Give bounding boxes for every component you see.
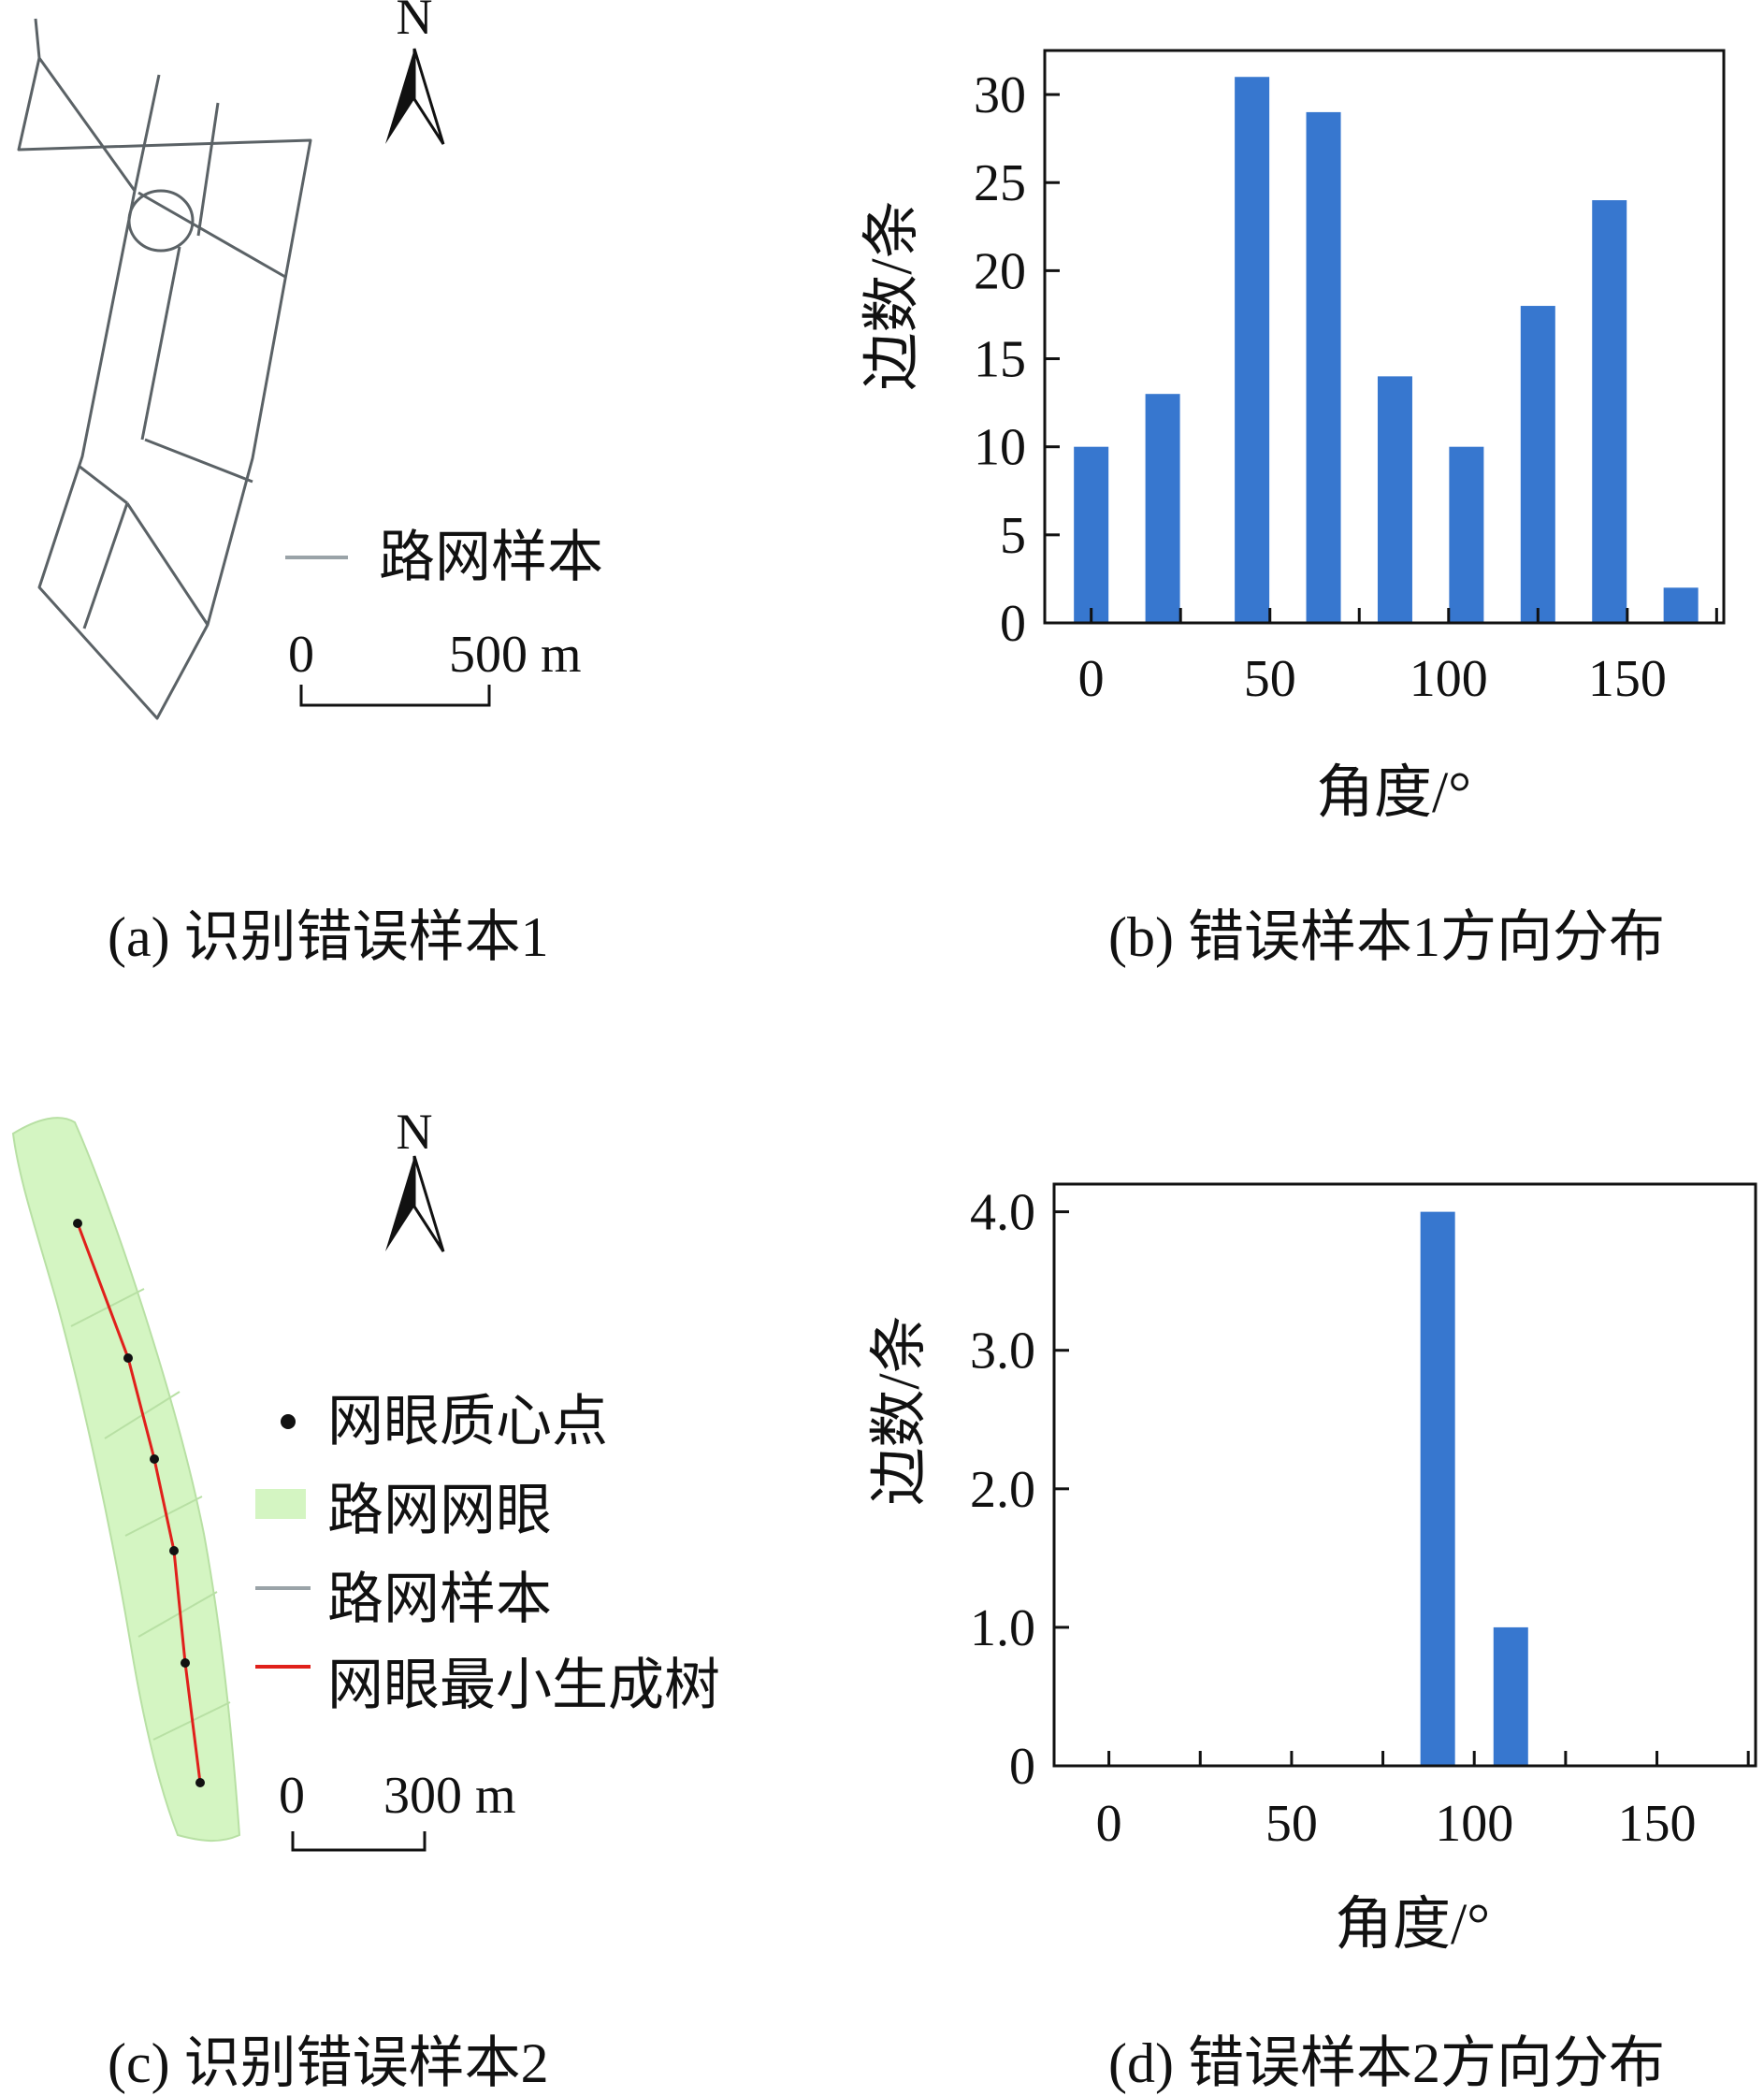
centroid-point [181, 1658, 190, 1668]
y-tick-label: 4.0 [970, 1184, 1035, 1242]
chart-b: 边数/条 角度/° (b) 错误样本1方向分布 0 50 100 150 0 5 10 15 2… [860, 49, 1726, 968]
caption-b: (b) 错误样本1方向分布 [1108, 906, 1665, 968]
y-tick-label: 15 [974, 331, 1026, 389]
y-tick-label: 3.0 [970, 1323, 1035, 1380]
bar [1449, 446, 1484, 623]
map-c: N 网眼质心点 路网网眼 路网样本 网眼最小生成树 0 300 m (c) 识别… [11, 1104, 720, 2094]
bar [1493, 1626, 1528, 1766]
bar [1520, 306, 1555, 623]
north-arrow-icon [385, 1156, 414, 1251]
legend-label: 网眼质心点 [327, 1391, 608, 1453]
ylabel-d-group: 边数/条 [868, 1315, 932, 1505]
x-tick-label: 50 [1244, 650, 1296, 708]
road-outline [17, 18, 312, 720]
scale-bar [299, 685, 491, 707]
plot-frame [1052, 1182, 1757, 1768]
bar [1074, 446, 1109, 623]
bar [1235, 77, 1270, 623]
y-tick-label: 0 [1009, 1738, 1035, 1796]
bar [1145, 394, 1180, 623]
x-tick-label: 100 [1410, 650, 1488, 708]
scale-bar [291, 1831, 427, 1852]
legend-swatch-box [255, 1489, 306, 1519]
legend-swatch-dot [281, 1414, 296, 1429]
y-tick-label: 30 [974, 66, 1026, 124]
north-label: N [397, 0, 433, 45]
y-tick-label: 20 [974, 242, 1026, 300]
centroid-point [123, 1353, 133, 1363]
ylabel-b-group: 边数/条 [860, 200, 924, 390]
roundabout [127, 189, 195, 253]
scale-start: 0 [279, 1767, 305, 1825]
road-segment [140, 246, 181, 441]
legend-label: 网眼最小生成树 [327, 1655, 720, 1716]
centroid-point [73, 1219, 82, 1228]
legend-a: 路网样本 [285, 527, 603, 588]
legend-label: 路网样本 [327, 1568, 552, 1630]
north-label: N [397, 1104, 433, 1160]
x-tick-label: 100 [1435, 1795, 1513, 1853]
north-arrow-a: N [385, 0, 445, 145]
y-axis-label: 边数/条 [868, 1315, 932, 1505]
y-axis-label: 边数/条 [860, 200, 924, 390]
bar [1306, 111, 1341, 623]
scale-bar-a: 0 500 m [288, 626, 582, 707]
x-tick-label: 0 [1078, 650, 1105, 708]
legend-c: 网眼质心点 路网网眼 路网样本 网眼最小生成树 [255, 1391, 720, 1716]
x-tick-label: 0 [1096, 1795, 1122, 1853]
centroid-point [150, 1454, 159, 1464]
road-segment [137, 191, 286, 279]
bar [1592, 200, 1627, 624]
x-axis-label: 角度/° [1316, 761, 1471, 825]
y-tick-label: 1.0 [970, 1599, 1035, 1657]
road-segment [133, 74, 161, 192]
north-arrow-icon [385, 49, 414, 144]
road-segment [78, 464, 128, 505]
scale-end: 500 m [449, 626, 582, 684]
legend-label: 路网样本 [379, 527, 603, 588]
y-tick-label: 25 [974, 154, 1026, 212]
y-tick-label: 0 [1000, 595, 1026, 653]
y-tick-label: 5 [1000, 507, 1026, 565]
road-mesh-polygon [11, 1117, 241, 1843]
x-tick-label: 150 [1618, 1795, 1697, 1853]
caption-c: (c) 识别错误样本2 [108, 2032, 549, 2094]
bar [1377, 376, 1412, 623]
road-segment [144, 438, 253, 484]
scale-bar-c: 0 300 m [279, 1767, 516, 1852]
scale-end: 300 m [383, 1767, 516, 1825]
plot-frame [1043, 49, 1726, 625]
caption-a: (a) 识别错误样本1 [108, 906, 549, 968]
centroid-point [195, 1778, 205, 1787]
legend-label: 路网网眼 [327, 1480, 552, 1541]
north-arrow-c: N [385, 1104, 445, 1252]
road-segment [125, 502, 210, 626]
map-a: N 路网样本 0 500 m (a) 识别错误样本1 [17, 0, 603, 968]
y-tick-label: 10 [974, 419, 1026, 477]
x-tick-label: 50 [1265, 1795, 1318, 1853]
y-tick-label: 2.0 [970, 1461, 1035, 1519]
x-axis-label: 角度/° [1335, 1893, 1490, 1957]
road-segment [196, 102, 220, 237]
centroid-point [169, 1546, 179, 1555]
chart-d: 边数/条 角度/° (d) 错误样本2方向分布 0 50 100 150 0 1.0 2.0… [868, 1182, 1757, 2094]
minimum-spanning-tree [76, 1222, 202, 1784]
caption-d: (d) 错误样本2方向分布 [1108, 2032, 1665, 2094]
road-network-sample-1 [17, 18, 312, 720]
x-tick-label: 150 [1588, 650, 1667, 708]
bar [1420, 1211, 1455, 1766]
bar [1663, 587, 1699, 623]
mesh-centroids [73, 1219, 205, 1787]
road-segment [82, 502, 129, 629]
scale-start: 0 [288, 626, 314, 684]
